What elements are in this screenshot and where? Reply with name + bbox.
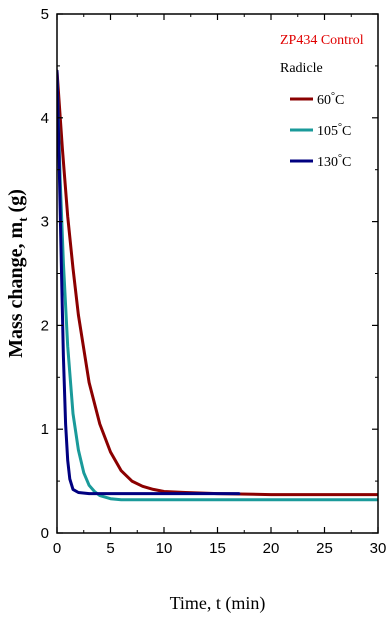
axis-labels: Time, t (min) Mass change, mt (g)	[5, 189, 265, 614]
legend-subtitle: Radicle	[280, 61, 323, 76]
legend-label-2: 105°C	[317, 122, 351, 139]
y-tick-label: 1	[41, 421, 49, 438]
y-tick-label: 2	[41, 317, 49, 334]
y-tick-label: 4	[41, 110, 49, 127]
x-tick-label: 10	[156, 540, 173, 557]
y-axis-label: Mass change, mt (g)	[5, 189, 30, 358]
y-tick-label: 0	[41, 525, 49, 542]
x-tick-label: 30	[370, 540, 387, 557]
legend-title: ZP434 Control	[280, 33, 364, 48]
x-tick-label: 0	[53, 540, 61, 557]
series-line-3	[57, 69, 241, 496]
x-tick-label: 25	[316, 540, 333, 557]
y-tick-label: 3	[41, 214, 49, 231]
legend: ZP434 Control Radicle 60°C 105°C 130°C	[280, 33, 364, 170]
y-tick-label: 5	[41, 6, 49, 23]
legend-label-3: 130°C	[317, 153, 351, 170]
axes: 0 5 10 15 20 25 30 0 1 2 3 4 5	[41, 6, 387, 557]
x-axis-label: Time, t (min)	[170, 593, 266, 614]
x-tick-label: 20	[263, 540, 280, 557]
plot-area	[57, 69, 378, 502]
axes-frame	[56, 13, 379, 534]
x-tick-label: 5	[106, 540, 114, 557]
x-tick-label: 15	[209, 540, 226, 557]
legend-label-1: 60°C	[317, 91, 344, 108]
